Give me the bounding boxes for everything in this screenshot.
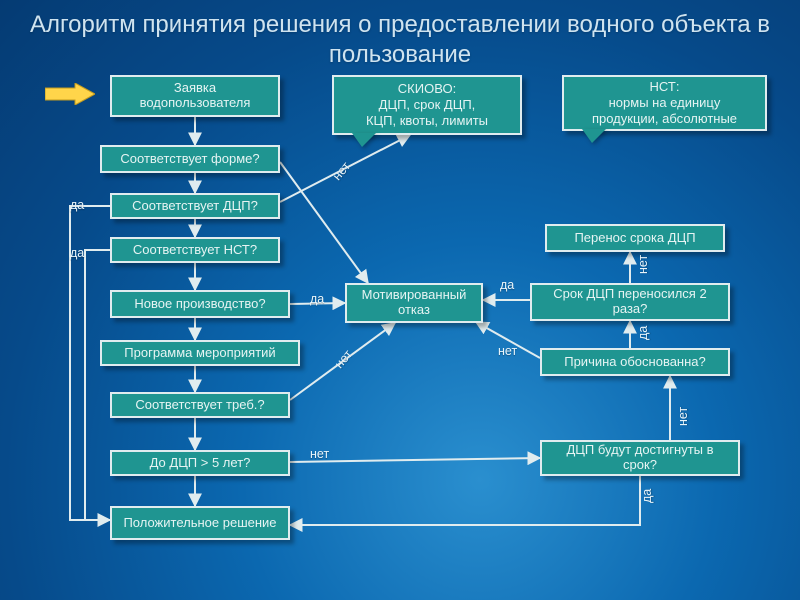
- edge-n_vsrok-n_pos: [290, 476, 640, 525]
- node-n_prog: Программа мероприятий: [100, 340, 300, 366]
- edge-label-l_net_form: нет: [330, 159, 353, 183]
- edge-label-l_da_2raza: да: [500, 278, 514, 292]
- node-n_new: Новое производство?: [110, 290, 290, 318]
- node-n_prich: Причина обоснованна?: [540, 348, 730, 376]
- node-n_form: Соответствует форме?: [100, 145, 280, 173]
- edge-label-l_net_req: нет: [332, 347, 355, 371]
- node-n_perenos: Перенос срока ДЦП: [545, 224, 725, 252]
- node-n_pos: Положительное решение: [110, 506, 290, 540]
- edge-label-l_net_2raza: нет: [636, 255, 650, 274]
- node-n_nst: Соответствует НСТ?: [110, 237, 280, 263]
- node-n_motiv: Мотивированный отказ: [345, 283, 483, 323]
- slide-title: Алгоритм принятия решения о предоставлен…: [0, 10, 800, 70]
- edge-label-l_net_gt5: нет: [310, 447, 329, 461]
- edge-label-l_da_new: да: [310, 292, 324, 306]
- slide: Алгоритм принятия решения о предоставлен…: [0, 0, 800, 600]
- edge-n_form-n_motiv: [280, 162, 368, 283]
- callout-c_nst: НСТ: нормы на единицу продукции, абсолют…: [562, 75, 767, 131]
- node-n_dcp: Соответствует ДЦП?: [110, 193, 280, 219]
- node-n_vsrok: ДЦП будут достигнуты в срок?: [540, 440, 740, 476]
- edge-label-l_da_vsrok: да: [640, 489, 654, 503]
- node-n_app: Заявка водопользователя: [110, 75, 280, 117]
- node-n_req: Соответствует треб.?: [110, 392, 290, 418]
- edge-label-l_da_prich: да: [636, 326, 650, 340]
- edge-label-l_net_vsrok: нет: [676, 407, 690, 426]
- node-n_gt5: До ДЦП > 5 лет?: [110, 450, 290, 476]
- edge-label-l_da_left2: да: [70, 246, 84, 260]
- node-n_2raza: Срок ДЦП переносился 2 раза?: [530, 283, 730, 321]
- edge-label-l_net_prich: нет: [498, 344, 517, 358]
- start-arrow-icon: [45, 83, 95, 105]
- callout-c_skiovo: СКИОВО: ДЦП, срок ДЦП, КЦП, квоты, лимит…: [332, 75, 522, 135]
- edge-label-l_da_left1: да: [70, 198, 84, 212]
- edge-left_da2-left: [85, 250, 110, 520]
